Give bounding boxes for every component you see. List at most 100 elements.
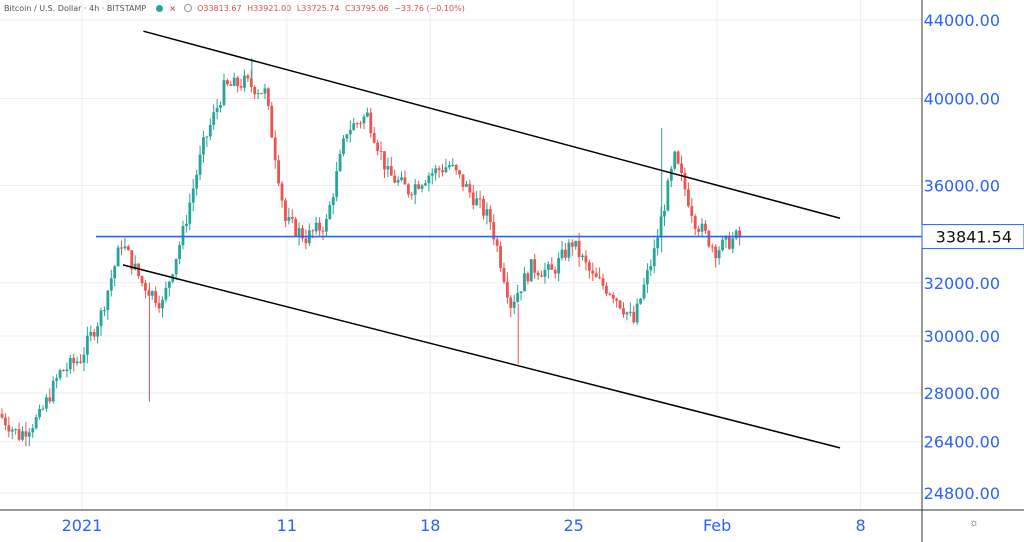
- gear-icon[interactable]: ☼: [969, 517, 980, 529]
- candle-body: [243, 75, 246, 88]
- candle-body: [376, 142, 380, 151]
- candle-body: [82, 354, 86, 363]
- candle-body: [673, 151, 677, 169]
- candle-body: [205, 136, 209, 138]
- candle-body: [355, 123, 359, 125]
- candle-body: [471, 192, 475, 206]
- price-axis[interactable]: 24800.00 26400.00 28000.00 30000.00 32000.00…: [921, 0, 1024, 542]
- candle-body: [430, 173, 434, 176]
- candle-body: [461, 174, 465, 187]
- candle-body: [424, 183, 427, 186]
- candle-body: [553, 269, 557, 274]
- candle-body: [328, 205, 332, 220]
- candle-body: [174, 258, 178, 275]
- candle-body: [707, 230, 711, 247]
- candle-body: [485, 209, 489, 216]
- candle-body: [437, 168, 441, 171]
- candle-body: [642, 284, 646, 299]
- candle-body: [393, 175, 397, 183]
- more-icon[interactable]: [183, 4, 192, 12]
- candle-body: [622, 308, 625, 315]
- candle-body: [21, 431, 24, 440]
- candle-body: [372, 133, 376, 143]
- candle-body: [581, 255, 584, 258]
- candle-body: [123, 246, 127, 249]
- candle-body: [413, 184, 417, 195]
- candle-body: [150, 291, 154, 296]
- time-tick-label: 25: [564, 516, 584, 535]
- candle-body: [403, 177, 407, 185]
- candle-body: [420, 185, 424, 189]
- candle-body: [89, 331, 93, 336]
- candle-body: [130, 250, 134, 270]
- candle-body: [615, 298, 619, 301]
- candle-body: [526, 273, 530, 282]
- candle-body: [512, 301, 516, 308]
- trendlines[interactable]: [122, 30, 841, 449]
- candle-body: [680, 163, 683, 174]
- trendline[interactable]: [143, 30, 841, 220]
- close-icon[interactable]: ×: [169, 4, 176, 13]
- candle-body: [27, 432, 31, 437]
- candle-body: [577, 240, 581, 258]
- candle-body: [92, 331, 96, 337]
- candle-body: [465, 184, 468, 187]
- candle-body: [229, 84, 233, 86]
- candle-body: [297, 228, 301, 236]
- candle-body: [499, 245, 502, 268]
- candle-body: [379, 150, 383, 152]
- eye-icon[interactable]: [155, 5, 163, 12]
- candle-body: [79, 361, 82, 363]
- candle-body: [225, 80, 229, 85]
- candle-body: [639, 298, 642, 304]
- candle-body: [734, 230, 738, 239]
- candle-body: [669, 168, 673, 181]
- time-tick-label: 8: [855, 516, 865, 535]
- candle-body: [444, 167, 448, 173]
- legend-symbol[interactable]: Bitcoin / U.S. Dollar · 4h · BITSTAMP: [4, 4, 147, 13]
- candle-body: [727, 235, 731, 249]
- candle-body: [157, 303, 161, 309]
- candle-body: [75, 361, 79, 364]
- candle-body: [55, 378, 59, 381]
- candle-body: [147, 290, 151, 296]
- candle-body: [253, 86, 257, 95]
- candle-body: [546, 264, 550, 270]
- candle-body: [434, 168, 438, 174]
- candle-body: [126, 246, 130, 251]
- candle-body: [103, 310, 106, 312]
- time-axis[interactable]: 2021 11 18 25 Feb 8: [0, 509, 1024, 535]
- candle-body: [598, 277, 601, 279]
- candle-body: [284, 200, 287, 221]
- candle-body: [280, 183, 284, 201]
- candle-body: [676, 151, 680, 164]
- candle-body: [686, 189, 690, 207]
- candle-body: [154, 291, 158, 304]
- candle-body: [724, 235, 728, 240]
- candle-body: [611, 294, 615, 299]
- candle-body: [236, 77, 240, 87]
- candle-body: [263, 88, 267, 94]
- candle-body: [447, 165, 451, 168]
- candle-body: [256, 93, 260, 95]
- candle-body: [348, 130, 352, 135]
- candle-body: [352, 123, 356, 131]
- candle-body: [475, 198, 479, 206]
- candle-body: [202, 137, 205, 155]
- candle-body: [666, 180, 670, 211]
- price-tick-label: 24800.00: [924, 484, 1000, 503]
- candle-body: [311, 230, 315, 232]
- candle-body: [266, 88, 270, 106]
- price-tick-label: 26400.00: [924, 433, 1000, 452]
- candle-body: [557, 258, 561, 274]
- grid: [0, 0, 922, 510]
- price-tick-label: 30000.00: [924, 327, 1000, 346]
- candle-body: [232, 77, 236, 86]
- candle-body: [109, 278, 113, 291]
- legend-close: C33795.06: [345, 4, 389, 13]
- candle-body: [536, 272, 540, 276]
- trendline[interactable]: [122, 264, 841, 449]
- candle-body: [574, 240, 578, 247]
- price-tick-label: 32000.00: [924, 274, 1000, 293]
